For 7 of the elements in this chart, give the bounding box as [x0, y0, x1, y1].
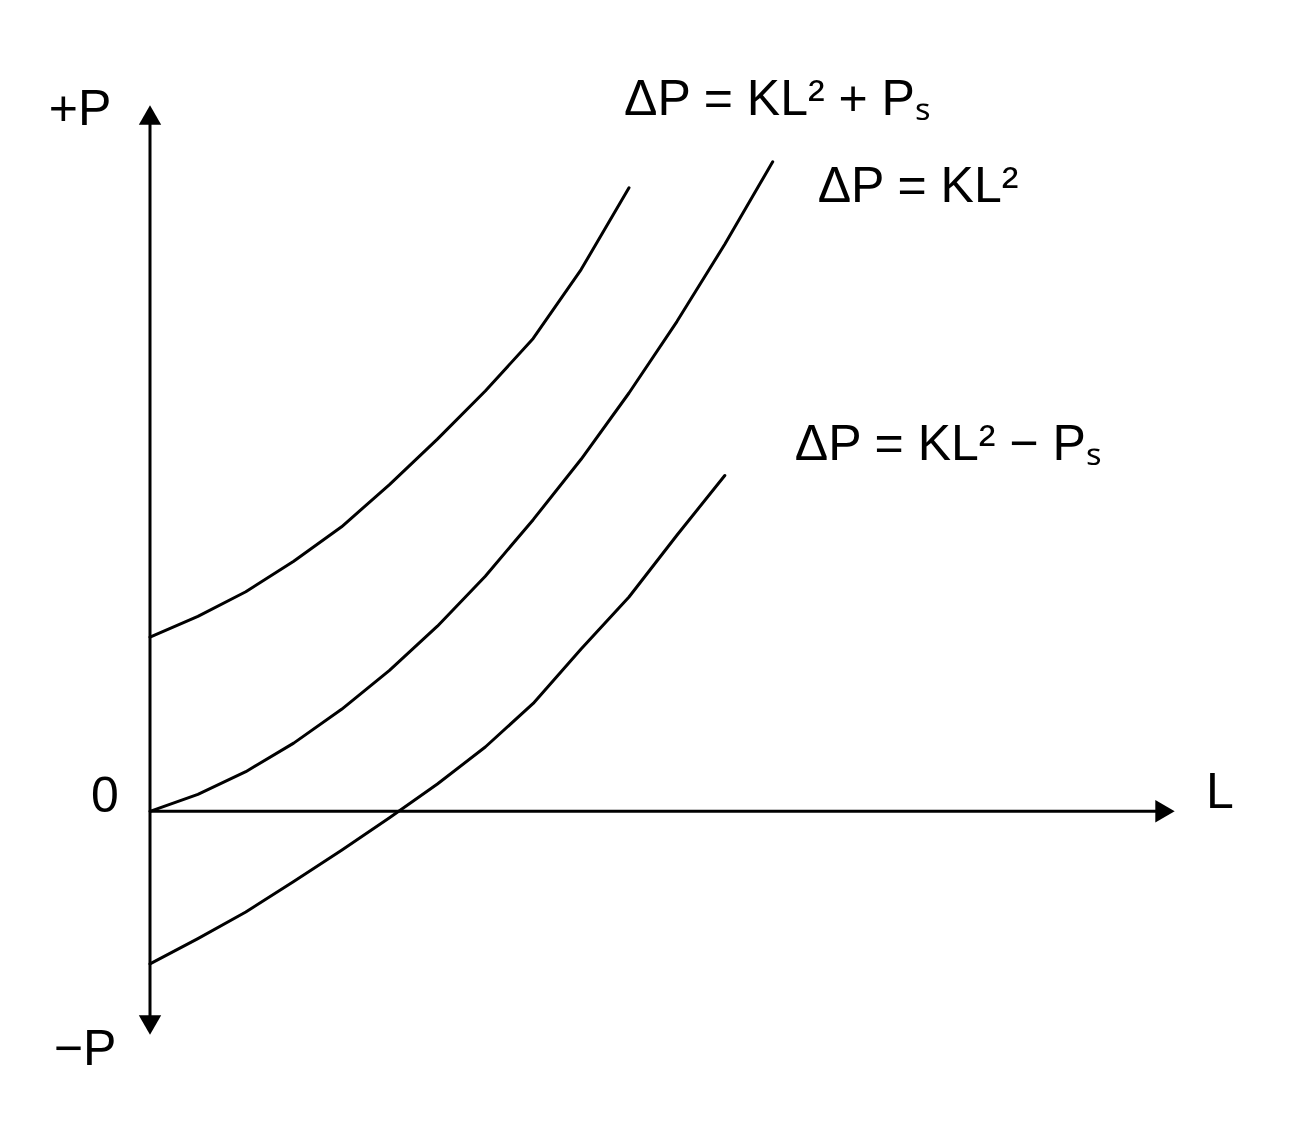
series-label: ΔP = KL² [817, 156, 1019, 213]
text: −P [53, 1020, 117, 1076]
series-label: ΔP = KL² − Pₛ [794, 415, 1102, 472]
y-axis-title: +P [48, 80, 112, 136]
series-label: ΔP = KL² + Pₛ [624, 69, 931, 126]
text: L [1206, 763, 1234, 820]
text: 0 [91, 767, 119, 824]
